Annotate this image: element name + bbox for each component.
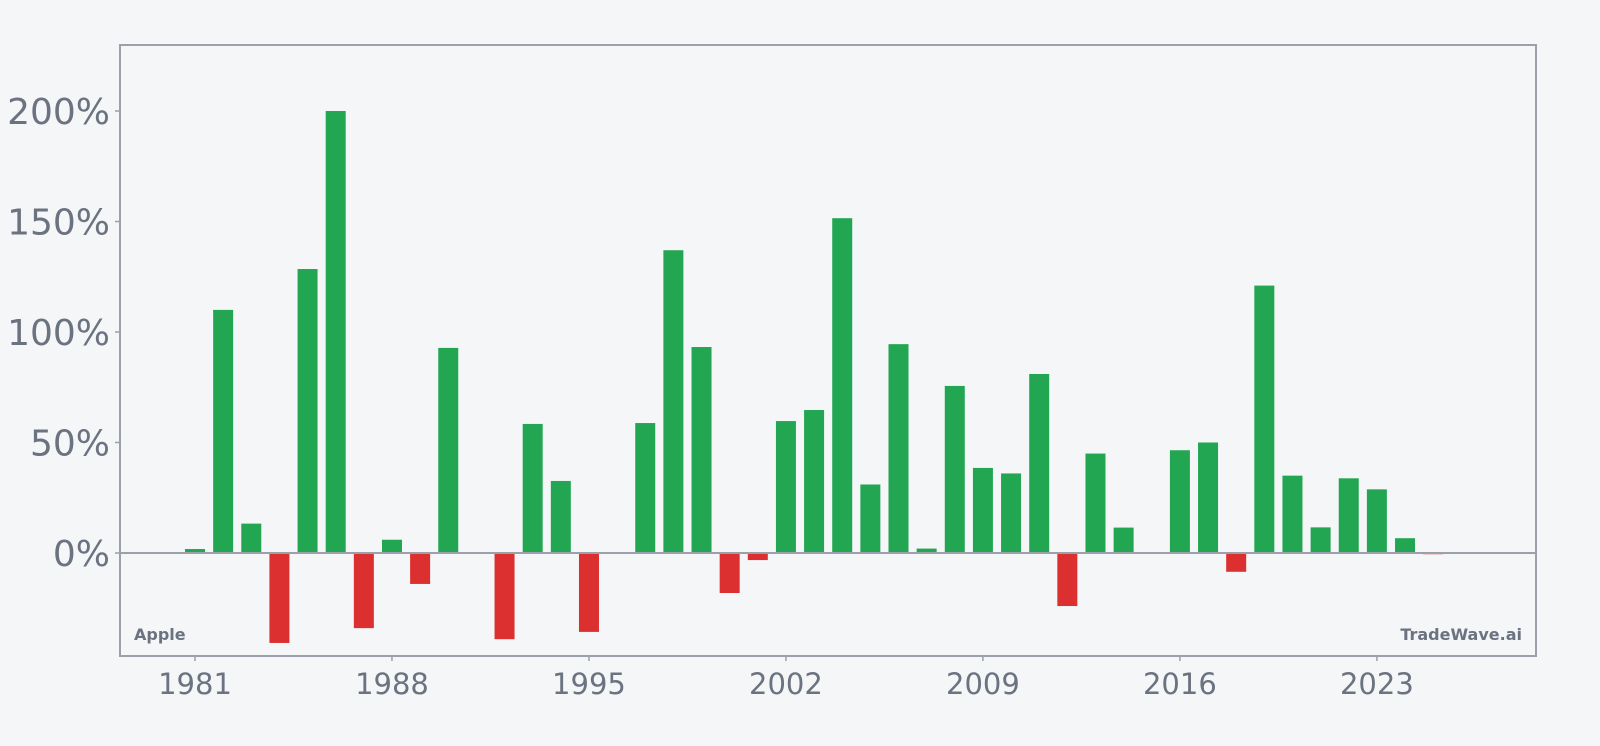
watermark-label: TradeWave.ai: [1400, 625, 1522, 644]
bar-2009: [972, 467, 993, 553]
bar-2002: [775, 421, 796, 553]
y-tick-label: 0%: [53, 534, 110, 575]
y-tick-label: 200%: [7, 92, 110, 133]
bar-1990: [438, 347, 459, 553]
bar-2000: [719, 553, 740, 594]
bars-group: [185, 111, 1444, 643]
bar-1997: [635, 423, 656, 553]
bar-2017: [1198, 442, 1219, 553]
bar-2005: [860, 484, 881, 553]
bar-1994: [550, 480, 571, 553]
plot-frame: [119, 44, 1537, 657]
x-tick-label: 1988: [355, 667, 429, 701]
x-tick-label: 1995: [552, 667, 626, 701]
bar-1982: [213, 309, 234, 553]
bar-2019: [1254, 285, 1275, 553]
bar-1981: [185, 549, 205, 553]
y-axis: 0% 50% 100% 150% 200%: [7, 92, 120, 575]
bar-2006: [888, 344, 909, 553]
y-tick-label: 50%: [30, 424, 110, 465]
bar-2020: [1282, 475, 1303, 553]
bar-1998: [663, 250, 684, 554]
x-tick-label: 1981: [158, 667, 232, 701]
bar-2013: [1085, 453, 1106, 553]
y-tick-label: 150%: [7, 203, 110, 244]
bar-2003: [804, 410, 825, 553]
bar-1989: [410, 553, 431, 584]
bar-1993: [522, 423, 543, 553]
bar-2012: [1057, 553, 1078, 607]
bar-2018: [1226, 553, 1247, 572]
bar-1995: [578, 553, 599, 632]
bar-2001: [747, 553, 768, 561]
bar-2004: [832, 218, 853, 553]
bar-1992: [494, 553, 515, 640]
bar-1986: [325, 111, 346, 553]
bar-2021: [1310, 527, 1331, 553]
x-axis: 1981 1988 1995 2002 2009 2016 2023: [158, 656, 1414, 701]
bar-1988: [381, 539, 402, 553]
bar-1987: [353, 553, 374, 629]
bar-2011: [1029, 373, 1050, 553]
bar-2024: [1395, 538, 1416, 553]
bar-1983: [241, 523, 262, 553]
y-tick-label: 100%: [7, 313, 110, 354]
bar-2007: [916, 548, 937, 553]
bar-1999: [691, 347, 712, 553]
bar-2014: [1113, 527, 1134, 553]
bar-2022: [1338, 478, 1359, 553]
bar-2016: [1169, 450, 1190, 553]
bar-1985: [297, 269, 318, 553]
x-tick-label: 2002: [749, 667, 823, 701]
x-tick-label: 2016: [1143, 667, 1217, 701]
x-tick-label: 2023: [1340, 667, 1414, 701]
bar-2010: [1001, 473, 1022, 553]
ticker-label: Apple: [134, 625, 186, 644]
bar-2008: [944, 385, 965, 553]
bar-1984: [269, 553, 290, 643]
bar-2023: [1366, 489, 1387, 553]
x-tick-label: 2009: [946, 667, 1020, 701]
